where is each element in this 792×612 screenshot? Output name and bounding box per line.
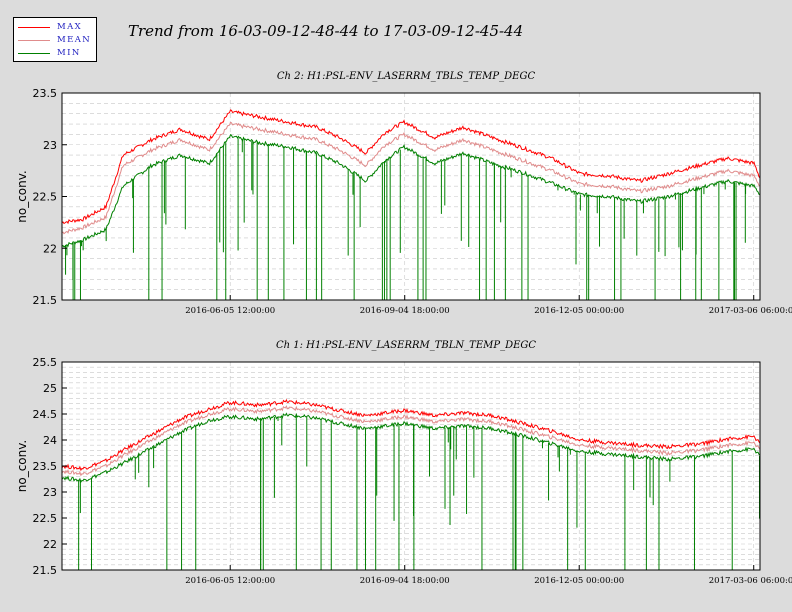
- series-mean-line: [61, 405, 761, 477]
- y-tick-label: 21.5: [33, 294, 58, 307]
- chart-title: Ch 2: H1:PSL-ENV_LASERRM_TBLS_TEMP_DEGC: [277, 71, 536, 82]
- y-tick-label: 25: [43, 382, 57, 395]
- x-tick-label: 2016-09-04 18:00:00: [360, 576, 450, 586]
- x-tick-label: 2016-09-04 18:00:00: [360, 306, 450, 316]
- legend-label-min: MIN: [57, 48, 81, 58]
- y-tick-label: 25.5: [33, 356, 58, 369]
- x-tick-label: 2016-06-05 12:00:00: [185, 306, 275, 316]
- legend-swatch-mean: [18, 40, 50, 41]
- chart-panel-ch2: 21.5 22 22.5 23 23.5 2016-06-05 12:00:00 2016-…: [15, 71, 792, 316]
- y-tick-label: 22: [43, 242, 57, 255]
- y-tick-label: 23.5: [33, 87, 58, 100]
- trend-title: Trend from 16-03-09-12-48-44 to 17-03-09…: [128, 22, 524, 40]
- y-axis-label: no_conv.: [15, 440, 29, 492]
- legend-label-mean: MEAN: [57, 35, 92, 45]
- y-tick-label: 24: [43, 434, 57, 447]
- y-tick-label: 22.5: [33, 512, 58, 525]
- x-tick-label: 2016-12-05 00:00:00: [534, 306, 624, 316]
- chart-panel-ch1: 21.5 22 22.5 23 23.5 24 24.5 25 25.5 2016-06-05 1…: [15, 340, 792, 586]
- y-tick-label: 22: [43, 538, 57, 551]
- series-max-line: [61, 109, 761, 225]
- legend-swatch-max: [18, 27, 50, 28]
- y-tick-label: 21.5: [33, 564, 58, 577]
- legend-item-mean: MEAN: [14, 34, 96, 46]
- y-tick-label: 23.5: [33, 460, 58, 473]
- series-min-line: [61, 412, 761, 484]
- legend-label-max: MAX: [57, 22, 83, 32]
- legend: MAX MEAN MIN: [13, 17, 97, 62]
- y-tick-label: 24.5: [33, 408, 58, 421]
- y-tick-label: 22.5: [33, 191, 58, 204]
- y-tick-label: 23: [43, 486, 57, 499]
- chart-title: Ch 1: H1:PSL-ENV_LASERRM_TBLN_TEMP_DEGC: [276, 340, 536, 351]
- x-tick-label: 2016-12-05 00:00:00: [534, 576, 624, 586]
- x-tick-label: 2017-03-06 06:00:00: [709, 576, 792, 586]
- x-tick-label: 2017-03-06 06:00:00: [709, 306, 792, 316]
- y-tick-label: 23: [43, 139, 57, 152]
- legend-swatch-min: [18, 53, 50, 54]
- series-mean-line: [61, 121, 761, 235]
- series-max-line: [61, 398, 761, 472]
- legend-item-max: MAX: [14, 21, 96, 33]
- legend-item-min: MIN: [14, 47, 96, 59]
- y-axis-label: no_conv.: [15, 170, 29, 222]
- series-min-line: [61, 134, 761, 248]
- x-tick-label: 2016-06-05 12:00:00: [185, 576, 275, 586]
